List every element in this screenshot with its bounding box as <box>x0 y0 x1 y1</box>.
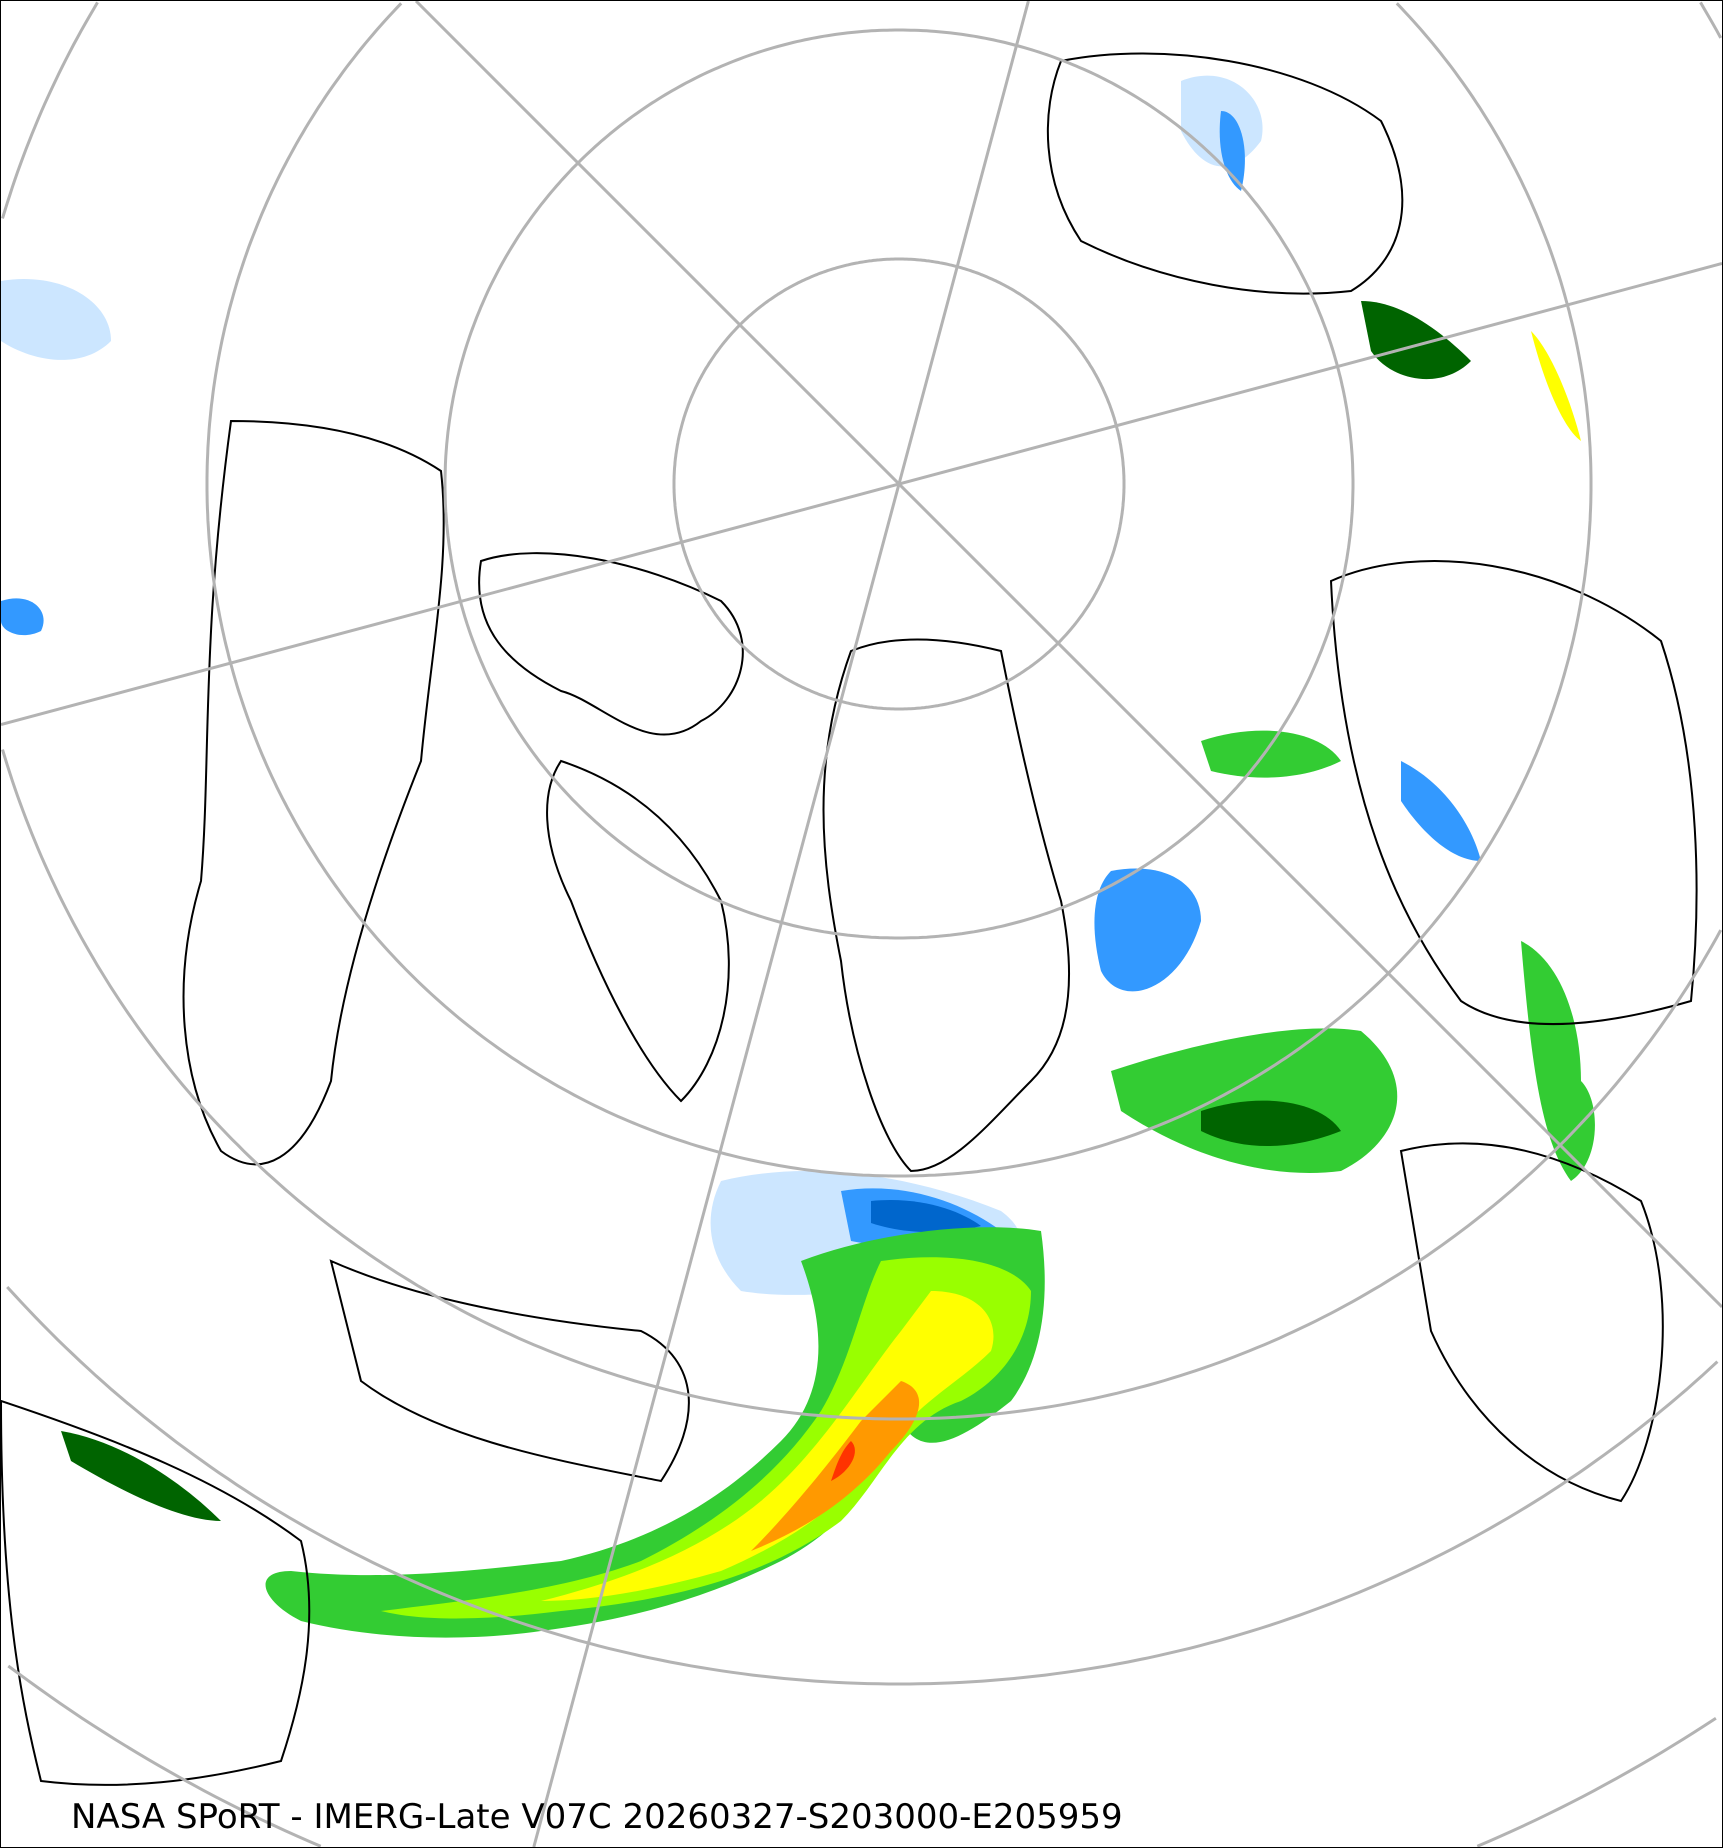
precipitation-area <box>751 1381 920 1551</box>
latitude-circle <box>1 1 1722 1421</box>
latitude-circle <box>672 257 1126 711</box>
precipitation-area <box>1219 111 1245 191</box>
coastline <box>822 638 1071 1173</box>
latitude-circle <box>6 1285 1719 1686</box>
precipitation-area <box>1 279 111 360</box>
precipitation-area <box>831 1441 855 1481</box>
precipitation-area <box>1094 868 1201 992</box>
precipitation-area <box>1401 761 1481 861</box>
coastline <box>1046 52 1404 295</box>
precipitation-area <box>61 1431 221 1521</box>
coastline <box>1329 560 1698 1026</box>
precipitation-area <box>381 1257 1031 1619</box>
precipitation-layer <box>1 75 1595 1638</box>
meridian-line <box>532 1 1030 1847</box>
latitude-circle <box>7 1664 1717 1847</box>
latitude-circle <box>205 2 1593 1178</box>
coastline <box>478 552 744 736</box>
precipitation-area <box>1 598 44 636</box>
coastline <box>329 1259 690 1483</box>
precipitation-area <box>541 1291 994 1601</box>
precipitation-area <box>1531 331 1581 441</box>
precipitation-area <box>1201 730 1341 778</box>
latitude-circle <box>443 28 1355 940</box>
precipitation-area <box>1111 1028 1398 1173</box>
coastline <box>1 1399 311 1786</box>
precipitation-area <box>871 1200 981 1233</box>
precipitation-area <box>265 1227 1045 1638</box>
coastline <box>182 419 445 1166</box>
map-caption: NASA SPoRT - IMERG-Late V07C 20260327-S2… <box>71 1797 1123 1837</box>
meridian-line <box>1 262 1722 727</box>
coastline <box>546 759 730 1103</box>
precipitation-area <box>1361 301 1471 380</box>
precipitation-area <box>1521 941 1595 1181</box>
precipitation-area <box>1201 1100 1341 1146</box>
coastlines-layer <box>1 52 1698 1786</box>
coastline <box>1399 1142 1664 1503</box>
meridian-line <box>414 1 1722 1309</box>
